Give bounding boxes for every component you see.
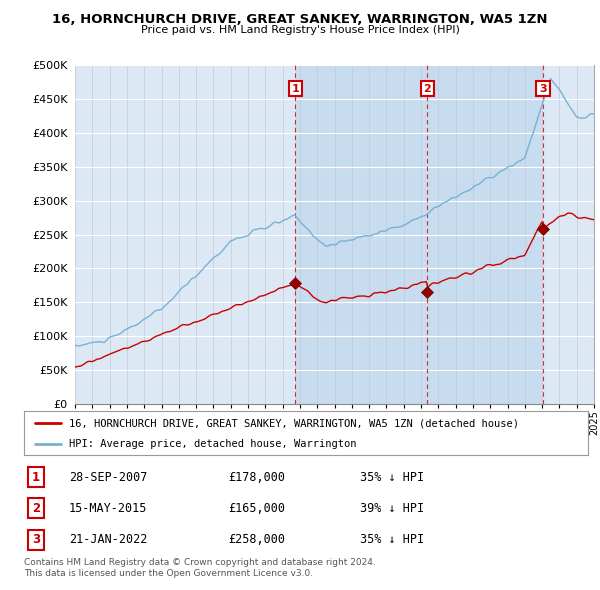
Text: £178,000: £178,000 bbox=[228, 470, 285, 484]
Text: 39% ↓ HPI: 39% ↓ HPI bbox=[360, 502, 424, 515]
Text: HPI: Average price, detached house, Warrington: HPI: Average price, detached house, Warr… bbox=[69, 438, 356, 448]
Text: 16, HORNCHURCH DRIVE, GREAT SANKEY, WARRINGTON, WA5 1ZN (detached house): 16, HORNCHURCH DRIVE, GREAT SANKEY, WARR… bbox=[69, 418, 519, 428]
Text: Contains HM Land Registry data © Crown copyright and database right 2024.
This d: Contains HM Land Registry data © Crown c… bbox=[24, 558, 376, 578]
Text: 21-JAN-2022: 21-JAN-2022 bbox=[69, 533, 148, 546]
Text: 1: 1 bbox=[292, 84, 299, 94]
Text: 2: 2 bbox=[424, 84, 431, 94]
Text: 3: 3 bbox=[539, 84, 547, 94]
Text: 28-SEP-2007: 28-SEP-2007 bbox=[69, 470, 148, 484]
Text: £258,000: £258,000 bbox=[228, 533, 285, 546]
Bar bbox=[295, 65, 543, 404]
Text: 2: 2 bbox=[32, 502, 40, 515]
Text: Price paid vs. HM Land Registry's House Price Index (HPI): Price paid vs. HM Land Registry's House … bbox=[140, 25, 460, 35]
Text: 35% ↓ HPI: 35% ↓ HPI bbox=[360, 470, 424, 484]
Text: 3: 3 bbox=[32, 533, 40, 546]
Text: 35% ↓ HPI: 35% ↓ HPI bbox=[360, 533, 424, 546]
Text: 1: 1 bbox=[32, 470, 40, 484]
Text: £165,000: £165,000 bbox=[228, 502, 285, 515]
Text: 15-MAY-2015: 15-MAY-2015 bbox=[69, 502, 148, 515]
Text: 16, HORNCHURCH DRIVE, GREAT SANKEY, WARRINGTON, WA5 1ZN: 16, HORNCHURCH DRIVE, GREAT SANKEY, WARR… bbox=[52, 13, 548, 26]
